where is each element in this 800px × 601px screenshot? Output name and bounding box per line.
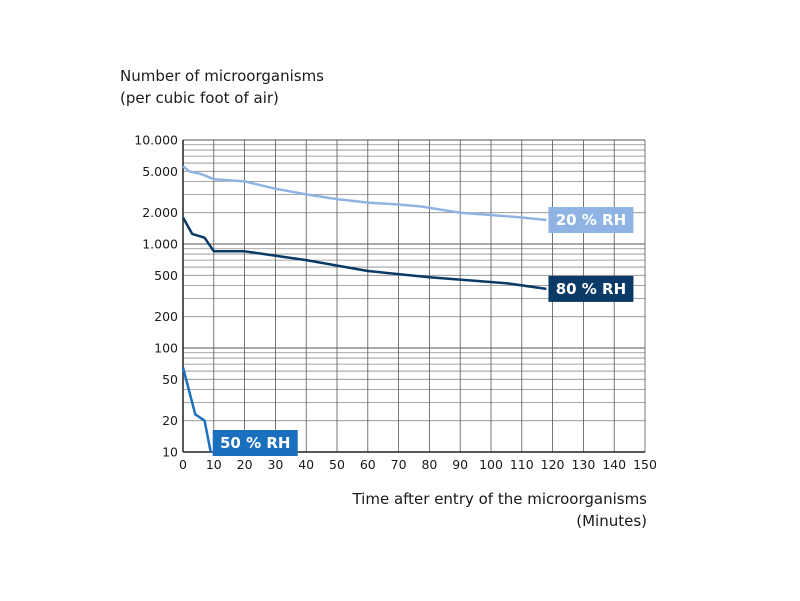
x-tick-label: 70 (391, 457, 407, 472)
y-tick-label: 1.000 (142, 237, 178, 252)
x-tick-label: 40 (298, 457, 314, 472)
series-line-20-rh (182, 165, 547, 222)
x-tick-label: 10 (206, 457, 222, 472)
x-tick-label: 50 (329, 457, 345, 472)
series-label-80-rh: 80 % RH (548, 275, 634, 302)
y-axis-label-line1: Number of microorganisms (120, 67, 325, 85)
x-tick-label: 130 (571, 457, 595, 472)
y-tick-label: 500 (154, 268, 178, 283)
x-tick-label: 60 (360, 457, 376, 472)
y-axis-label-line2: (per cubic foot of air) (120, 89, 279, 107)
series-line-80-rh (181, 216, 547, 291)
y-tick-label: 50 (162, 372, 178, 387)
series-label-box (548, 207, 634, 234)
x-tick-label: 90 (452, 457, 468, 472)
series-label-box (212, 430, 298, 456)
x-tick-label: 140 (602, 457, 626, 472)
x-tick-label: 120 (541, 457, 565, 472)
series-line-50-rh (181, 367, 212, 453)
y-tick-label: 100 (154, 341, 178, 356)
x-tick-label: 100 (479, 457, 503, 472)
x-tick-label: 30 (267, 457, 283, 472)
x-axis-label-line1: Time after entry of the microorganisms (352, 490, 647, 508)
series-label-50-rh: 50 % RH (212, 430, 298, 456)
y-tick-label: 10.000 (134, 133, 178, 148)
y-tick-label: 5.000 (142, 164, 178, 179)
y-tick-labels: 10.000 5.000 2.000 1.000 500 200 100 50 20 10 (134, 133, 178, 460)
y-tick-label: 20 (162, 413, 178, 428)
series-lines (181, 165, 547, 453)
series-label-text: 20 % RH (556, 211, 626, 229)
y-tick-label: 200 (154, 309, 178, 324)
y-tick-label: 10 (162, 445, 178, 460)
x-tick-label: 110 (510, 457, 534, 472)
x-tick-labels: 0 10 20 30 40 50 60 70 80 90 100 110 120 130 140 150 (179, 457, 657, 472)
y-tick-label: 2.000 (142, 205, 178, 220)
x-axis-label: Time after entry of the microorganisms (… (352, 488, 647, 532)
x-tick-label: 0 (179, 457, 187, 472)
series-label-box (548, 275, 634, 302)
x-tick-label: 20 (237, 457, 253, 472)
x-axis-label-line2: (Minutes) (576, 512, 647, 530)
x-tick-label: 150 (633, 457, 657, 472)
series-label-20-rh: 20 % RH (548, 207, 634, 234)
series-label-text: 80 % RH (556, 280, 626, 298)
series-labels: 20 % RH 80 % RH 50 % RH (212, 207, 634, 456)
x-tick-label: 80 (421, 457, 437, 472)
series-label-text: 50 % RH (220, 434, 290, 452)
y-axis-label: Number of microorganisms (per cubic foot… (120, 65, 324, 109)
